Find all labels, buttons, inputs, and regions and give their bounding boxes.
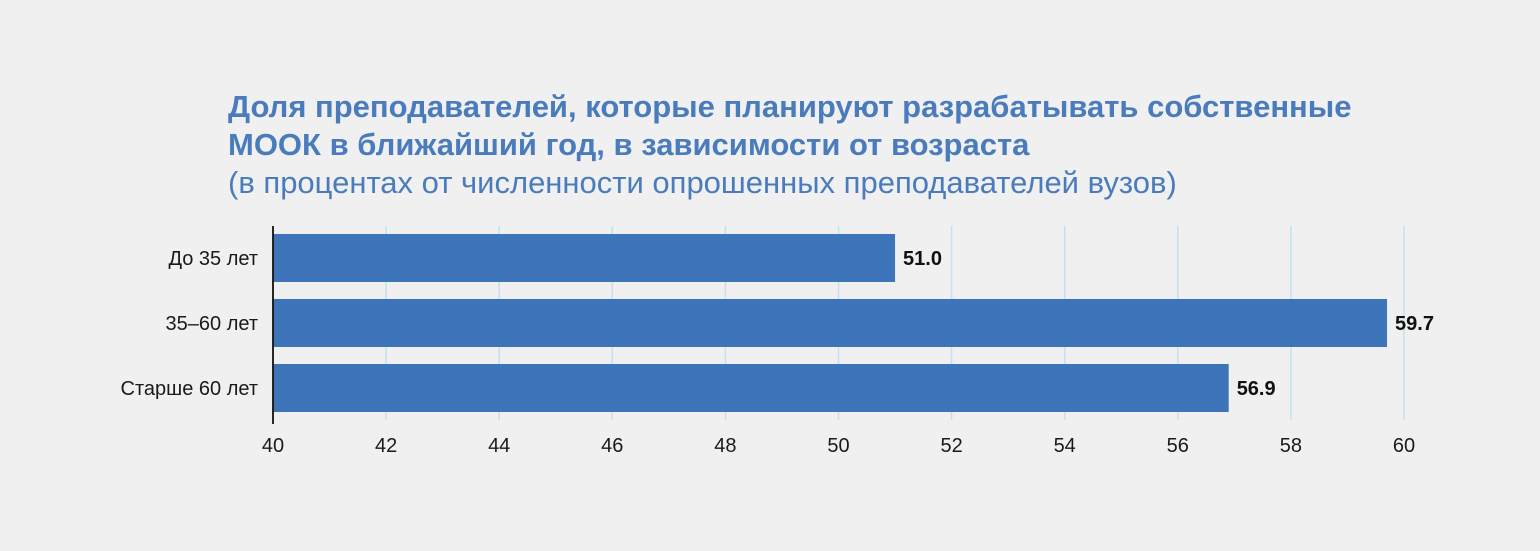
data-label: 56.9 xyxy=(1237,378,1276,400)
x-tick-label: 52 xyxy=(940,435,962,457)
bar xyxy=(273,234,896,282)
x-tick-label: 46 xyxy=(601,435,623,457)
category-label: 35–60 лет xyxy=(166,313,258,335)
chart-header: Доля преподавателей, которые планируют р… xyxy=(228,88,1508,202)
category-label: До 35 лет xyxy=(168,248,258,270)
x-tick-label: 50 xyxy=(827,435,849,457)
x-tick-label: 48 xyxy=(714,435,736,457)
bar xyxy=(273,299,1388,347)
x-tick-label: 56 xyxy=(1167,435,1189,457)
chart-subtitle: (в процентах от численности опрошенных п… xyxy=(228,165,1177,200)
x-tick-label: 60 xyxy=(1393,435,1415,457)
chart-title: Доля преподавателей, которые планируют р… xyxy=(228,88,1508,164)
chart-title-line-1: Доля преподавателей, которые планируют р… xyxy=(228,89,1352,124)
x-tick-label: 54 xyxy=(1054,435,1076,457)
x-tick-label: 42 xyxy=(375,435,397,457)
x-tick-label: 44 xyxy=(488,435,510,457)
chart-title-line-2: МООК в ближайший год, в зависимости от в… xyxy=(228,127,1030,162)
data-label: 59.7 xyxy=(1395,313,1434,335)
x-tick-label: 40 xyxy=(262,435,284,457)
category-label: Старше 60 лет xyxy=(121,378,258,400)
x-tick-label: 58 xyxy=(1280,435,1302,457)
data-label: 51.0 xyxy=(903,248,942,270)
bar xyxy=(273,364,1229,412)
